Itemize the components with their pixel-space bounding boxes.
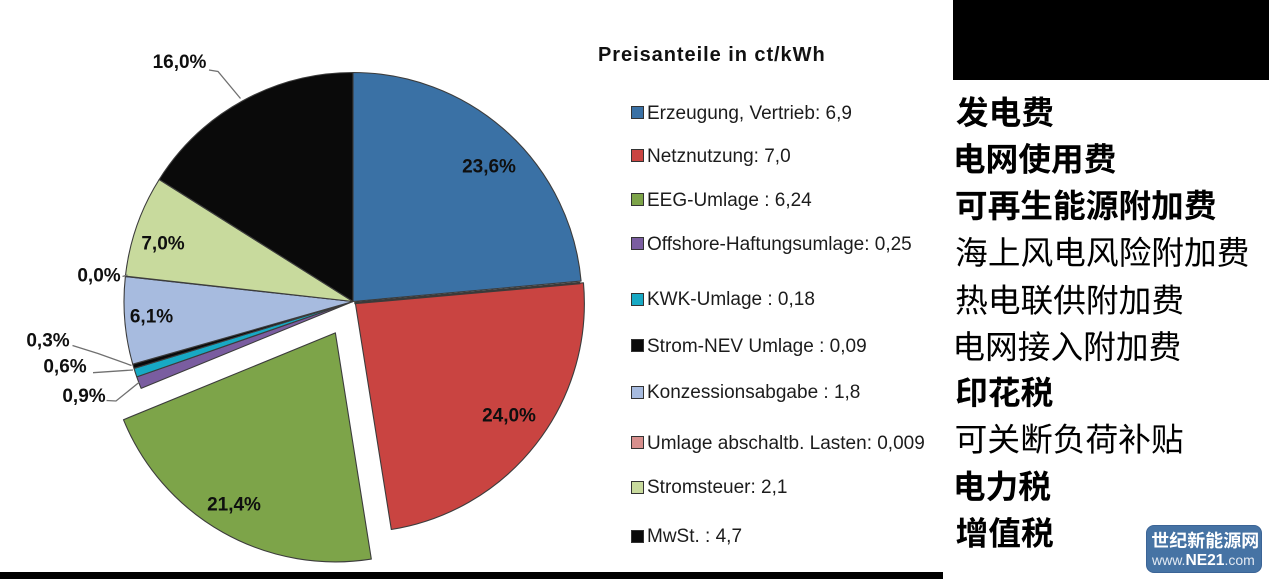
svg-text:0,3%: 0,3% <box>26 330 69 351</box>
svg-text:0,0%: 0,0% <box>77 265 120 286</box>
svg-text:0,6%: 0,6% <box>43 356 86 377</box>
svg-text:0,9%: 0,9% <box>62 386 105 407</box>
svg-text:7,0%: 7,0% <box>141 233 184 254</box>
svg-text:6,1%: 6,1% <box>130 306 173 327</box>
svg-text:24,0%: 24,0% <box>482 405 536 426</box>
svg-text:16,0%: 16,0% <box>153 52 207 73</box>
svg-text:www.NE21.com: www.NE21.com <box>1151 552 1255 569</box>
svg-text:23,6%: 23,6% <box>462 156 516 177</box>
svg-text:21,4%: 21,4% <box>207 494 261 515</box>
